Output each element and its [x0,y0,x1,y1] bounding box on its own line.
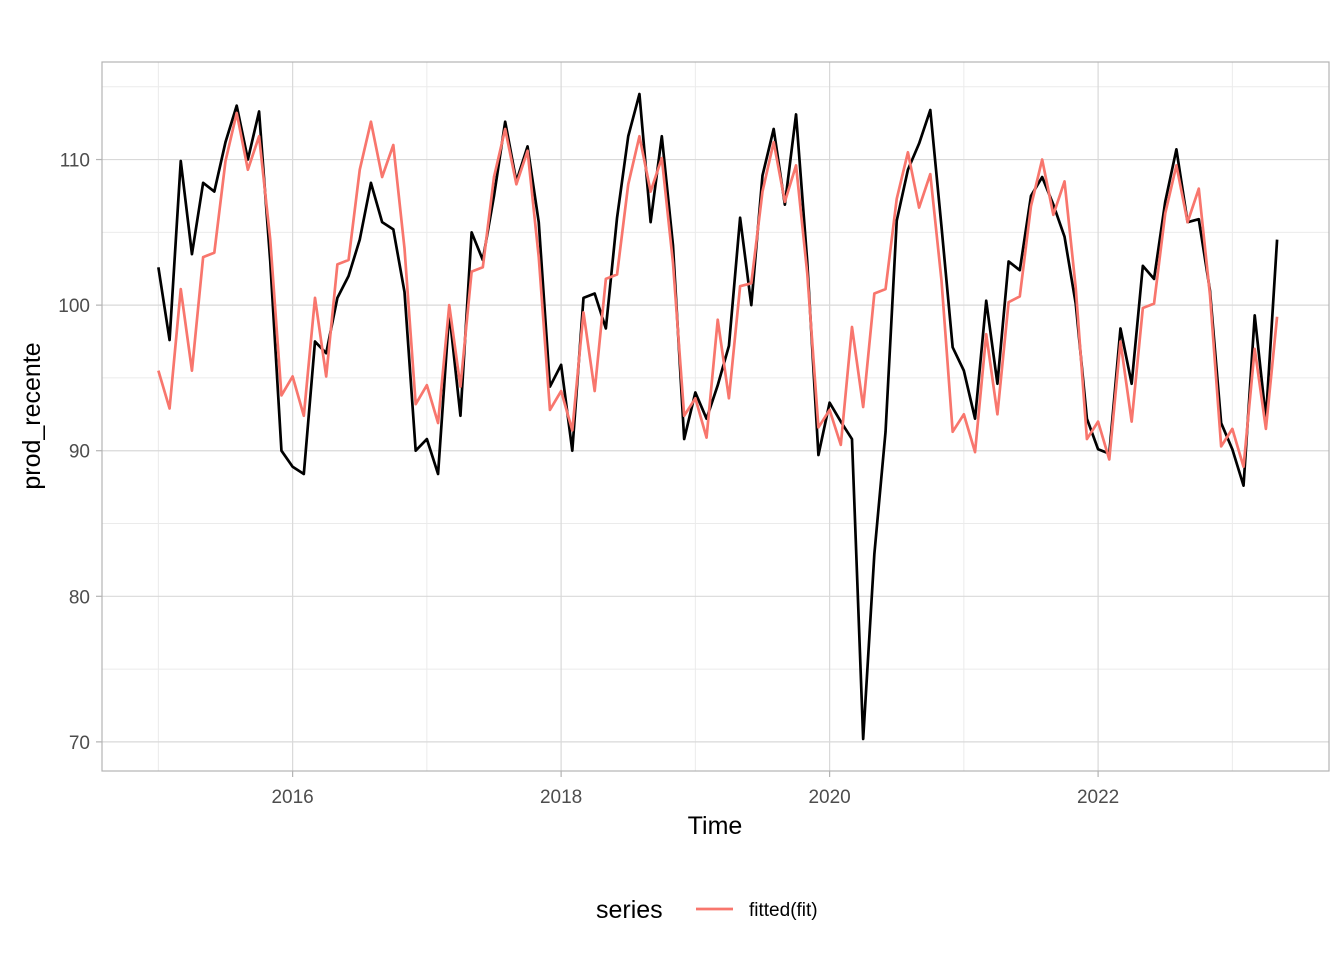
y-tick-label: 90 [69,442,90,463]
y-axis-ticks: 70 80 90 100 110 [58,151,102,754]
plot-panel-background [102,62,1329,771]
series-line-observed [157,92,1279,741]
x-axis-ticks: 2016 2018 2020 2022 [271,771,1119,808]
y-tick-label: 70 [69,733,90,754]
x-tick-label: 2016 [271,787,313,808]
series-lines [157,92,1279,741]
legend-title: series [596,896,663,924]
legend-label-fitted: fitted(fit) [749,900,818,921]
x-tick-label: 2020 [808,787,850,808]
x-tick-label: 2022 [1077,787,1119,808]
y-tick-label: 100 [58,296,90,317]
plot-panel-border [101,61,1330,772]
x-axis-title: Time [688,812,743,840]
minor-gridlines [102,62,1329,771]
y-tick-label: 110 [60,151,90,172]
series-line-fitted [157,111,1279,469]
x-tick-label: 2018 [540,787,582,808]
y-tick-label: 80 [69,587,90,608]
legend: series fitted(fit) [596,896,818,924]
major-gridlines [102,62,1329,771]
y-axis-title: prod_recente [18,342,46,489]
